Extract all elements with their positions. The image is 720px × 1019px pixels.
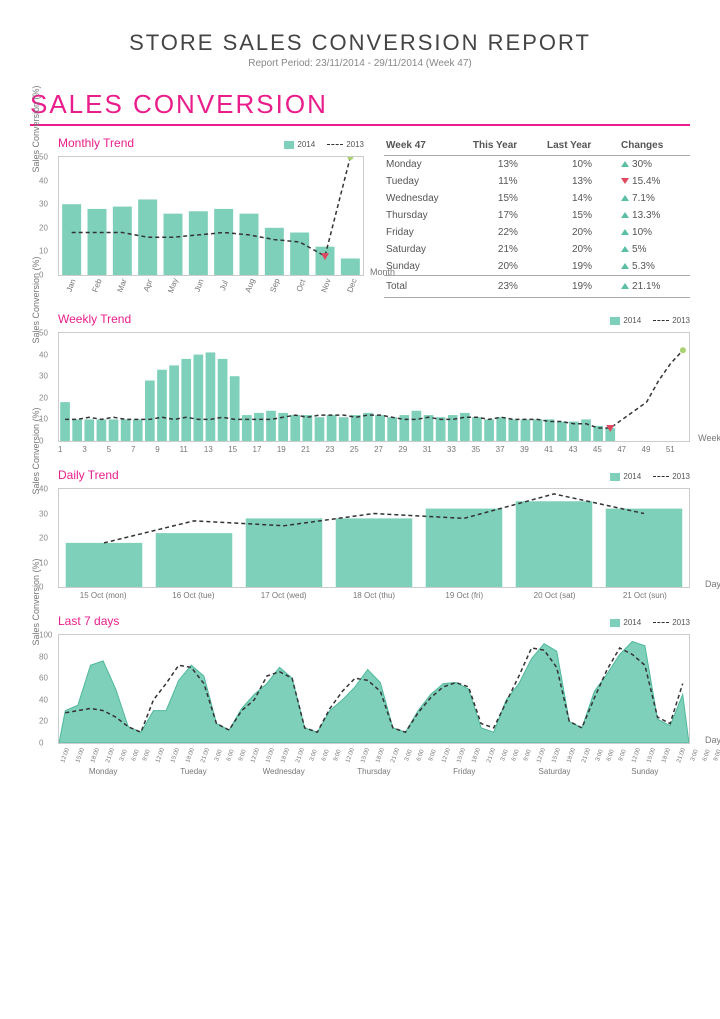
last7-panel: Last 7 days 2014 2013 Sales Conversion (…: [58, 614, 690, 776]
monthly-trend-panel: Monthly Trend 2014 2013 Sales Conversion…: [58, 136, 364, 298]
x-axis-label: Week: [698, 433, 720, 443]
section-title: SALES CONVERSION: [30, 89, 690, 126]
comparison-table: Week 47This YearLast YearChanges Monday1…: [384, 136, 690, 298]
weekly-legend: 2014 2013: [610, 316, 690, 325]
daily-legend: 2014 2013: [610, 472, 690, 481]
x-axis-label: Day: [705, 579, 720, 589]
report-subtitle: Report Period: 23/11/2014 - 29/11/2014 (…: [30, 58, 690, 69]
x-axis-label: Month: [370, 267, 395, 277]
daily-trend-panel: Daily Trend 2014 2013 Sales Conversion (…: [58, 468, 690, 600]
weekly-trend-panel: Weekly Trend 2014 2013 Sales Conversion …: [58, 312, 690, 454]
y-axis-label: Sales Conversion (%): [31, 407, 41, 494]
daily-title: Daily Trend: [58, 468, 690, 482]
weekly-title: Weekly Trend: [58, 312, 690, 326]
x-axis-label: Day: [705, 735, 720, 745]
report-title: STORE SALES CONVERSION REPORT: [30, 30, 690, 56]
report-header: STORE SALES CONVERSION REPORT Report Per…: [30, 30, 690, 69]
last7-title: Last 7 days: [58, 614, 690, 628]
monthly-legend: 2014 2013: [284, 140, 364, 149]
last7-legend: 2014 2013: [610, 618, 690, 627]
